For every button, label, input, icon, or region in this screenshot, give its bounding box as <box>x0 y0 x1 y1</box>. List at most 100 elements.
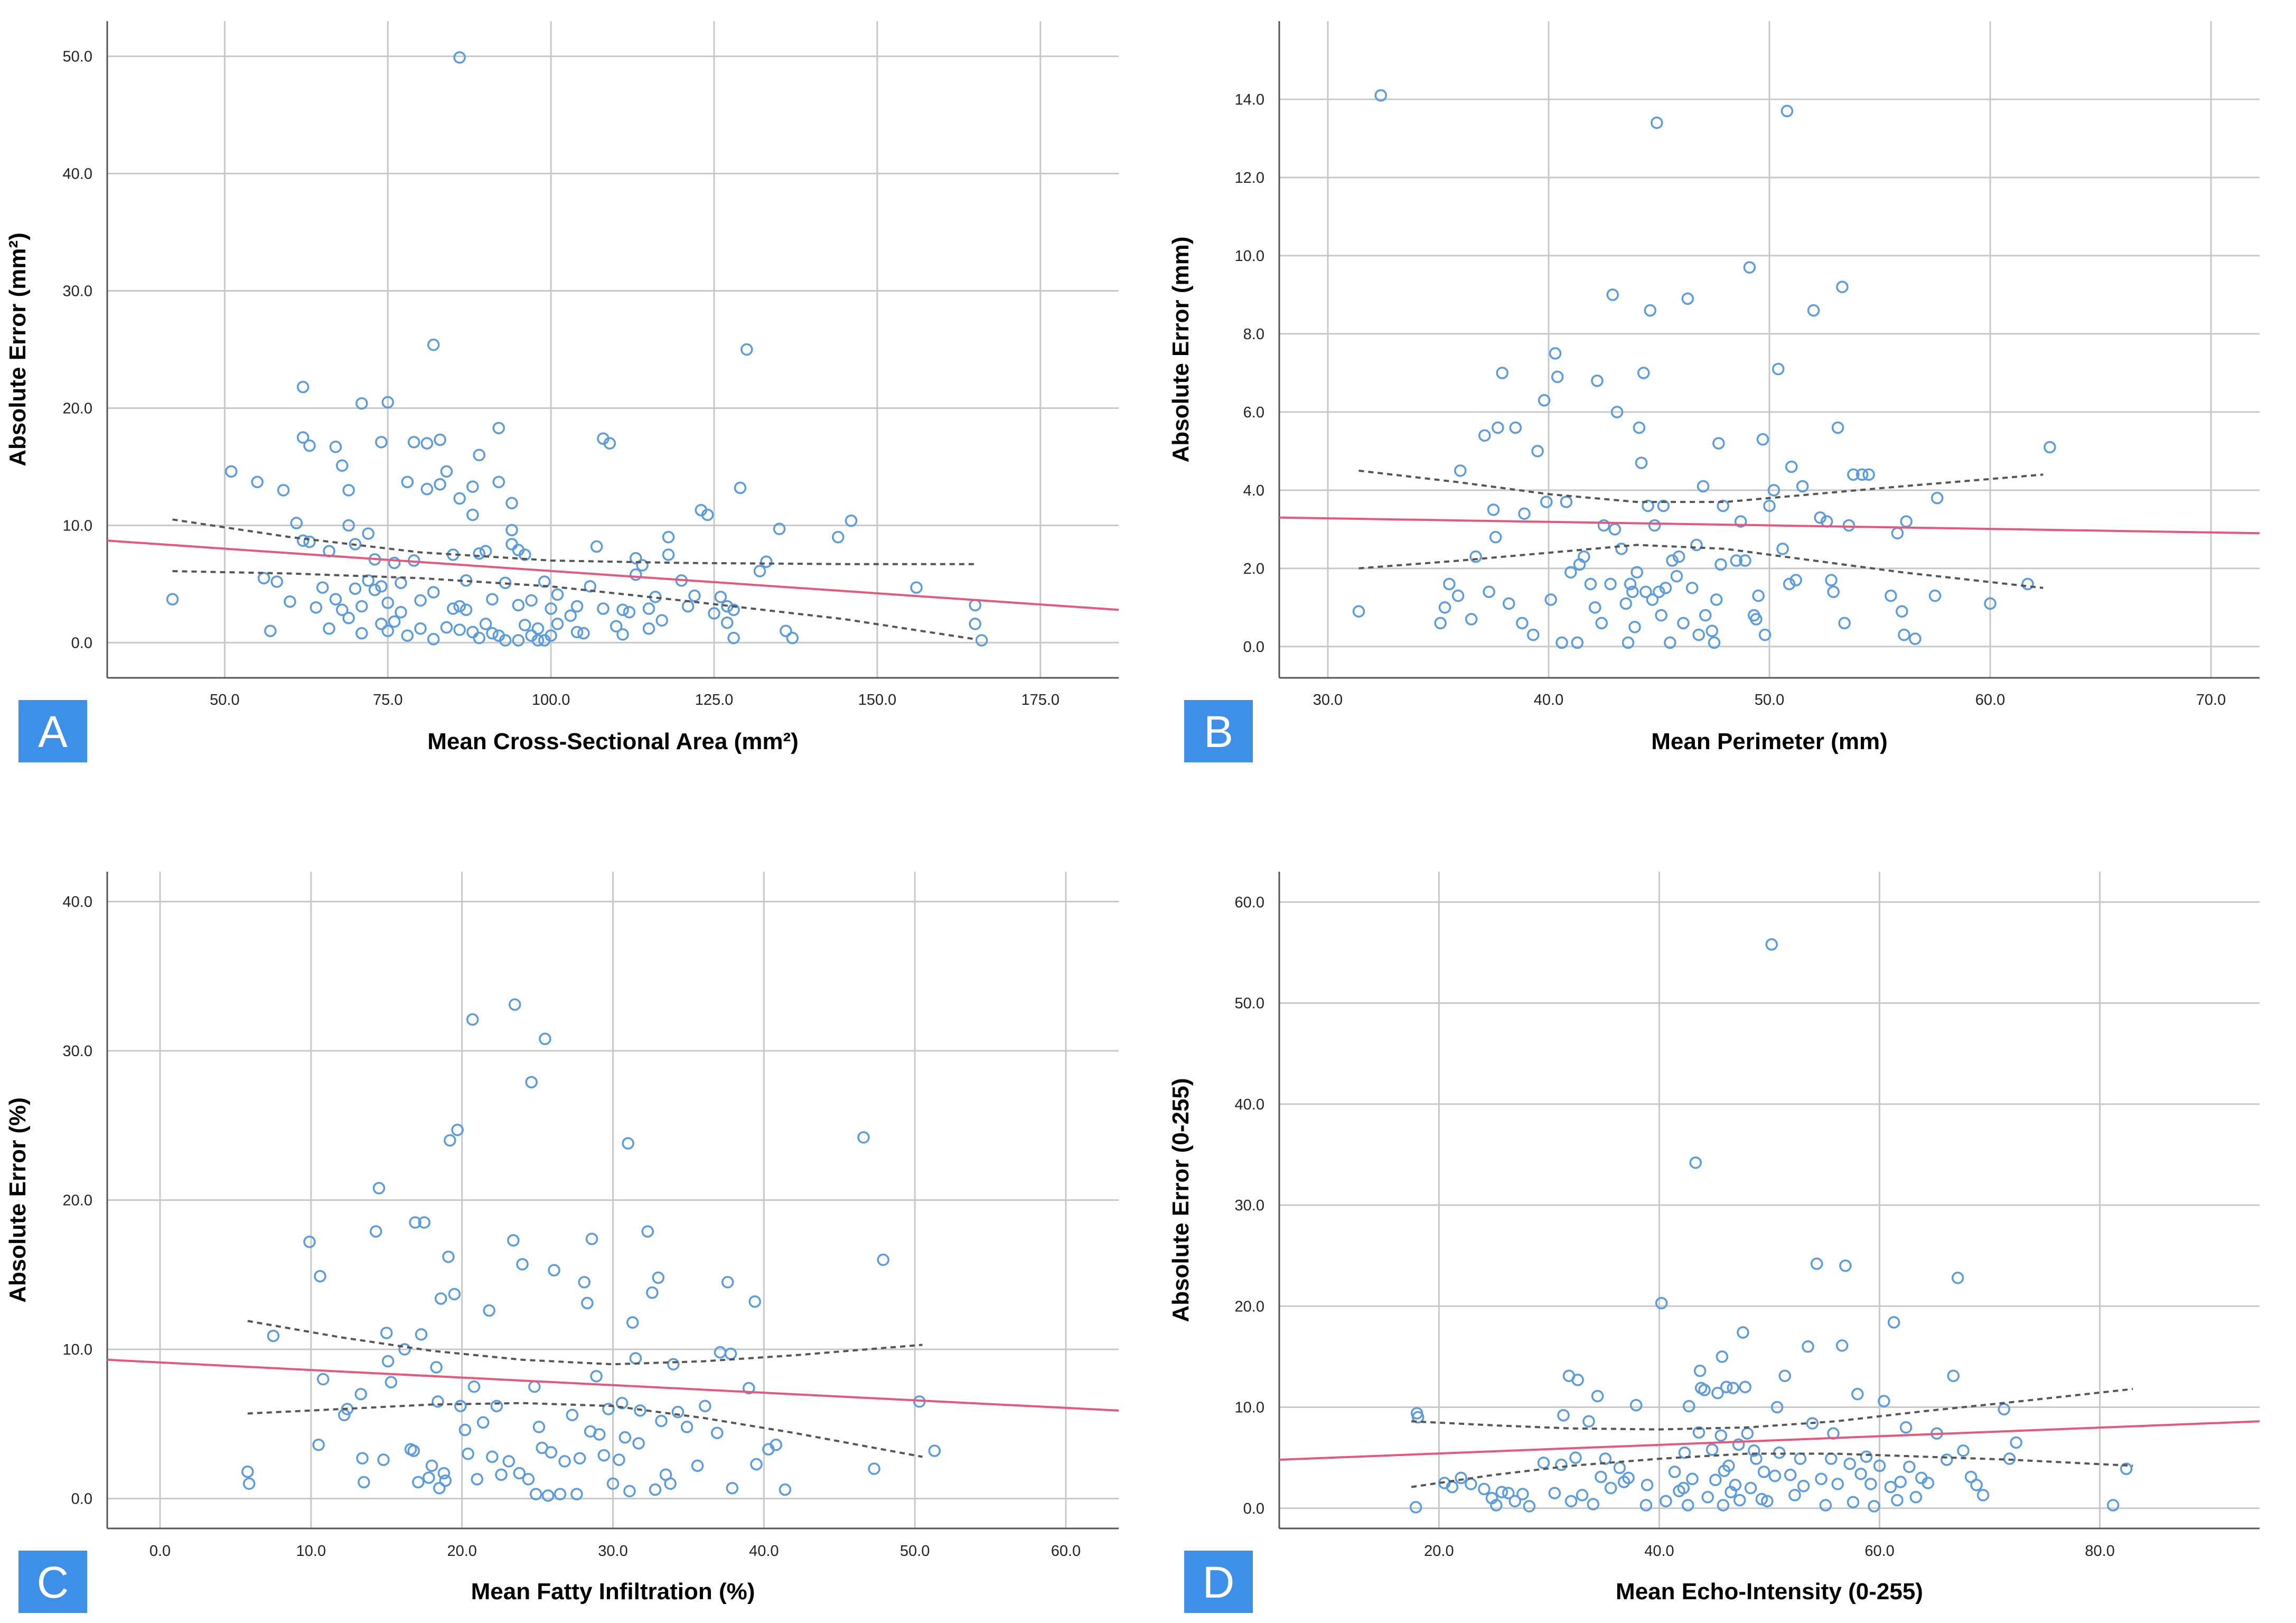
scatter-point <box>460 603 473 617</box>
scatter-point <box>1660 1495 1672 1508</box>
scatter-point <box>434 1292 447 1305</box>
scatter-point <box>473 631 485 645</box>
scatter-point <box>355 600 368 613</box>
scatter-point <box>370 1225 382 1238</box>
y-tick-label: 10.0 <box>63 517 92 534</box>
scatter-point <box>1677 617 1690 630</box>
scatter-point <box>1557 1409 1570 1422</box>
scatter-point <box>1887 1316 1900 1329</box>
scatter-point <box>1885 589 1897 602</box>
scatter-point <box>726 1481 739 1495</box>
scatter-point <box>433 1481 446 1495</box>
scatter-point <box>1839 1260 1852 1272</box>
scatter-point <box>1843 1457 1856 1470</box>
scatter-point <box>381 596 395 609</box>
scatter-point <box>1548 1487 1561 1499</box>
scatter-point <box>708 607 720 620</box>
scatter-point <box>516 1258 529 1271</box>
scatter-point <box>1951 1271 1964 1284</box>
scatter-point <box>1894 1476 1907 1488</box>
scatter-point <box>1692 1426 1705 1439</box>
scatter-point <box>1551 370 1564 384</box>
scatter-point <box>1606 288 1619 301</box>
scatter-point <box>1698 1384 1711 1396</box>
y-tick-label: 30.0 <box>63 283 92 300</box>
scatter-point <box>486 593 499 606</box>
scatter-point <box>1708 636 1721 649</box>
scatter-point <box>375 580 388 593</box>
scatter-point <box>1947 1369 1960 1382</box>
scatter-point <box>577 627 590 640</box>
panel-a: 50.0 75.0 100.0 125.0 150.0 175.0 0.0 10.0 20.0 3… <box>5 21 1119 762</box>
scatter-point <box>1831 421 1844 434</box>
scatter-point <box>492 422 505 434</box>
y-tick-label: 12.0 <box>1235 170 1264 186</box>
scatter-point <box>1490 1499 1503 1512</box>
scatter-point <box>1626 585 1639 598</box>
scatter-point <box>430 1361 443 1374</box>
scatter-point <box>467 1380 481 1393</box>
scatter-point <box>969 618 981 630</box>
scatter-point <box>2120 1462 2133 1475</box>
scatter-point <box>1564 566 1577 579</box>
scatter-point <box>462 1448 474 1460</box>
scatter-point <box>1922 1477 1935 1489</box>
scatter-point <box>440 465 453 478</box>
scatter-point <box>1720 1381 1733 1394</box>
scatter-point <box>1807 304 1820 317</box>
scatter-point <box>329 440 342 453</box>
scatter-point <box>868 1462 880 1475</box>
scatter-point <box>1595 617 1608 630</box>
scatter-point <box>616 603 629 617</box>
scatter-point <box>1672 550 1685 563</box>
scatter-point <box>1465 1478 1477 1490</box>
scatter-point <box>664 1477 677 1490</box>
scatter-point <box>1796 480 1809 493</box>
scatter-point <box>1717 1499 1730 1512</box>
scatter-point <box>1409 1501 1422 1514</box>
scatter-point <box>453 51 466 64</box>
scatter-point <box>710 1426 724 1439</box>
scatter-point <box>541 1489 555 1502</box>
ci-upper-line <box>172 518 976 565</box>
y-tick-label: 2.0 <box>1243 561 1264 577</box>
scatter-point <box>1531 445 1544 458</box>
scatter-point <box>1827 585 1840 598</box>
scatter-point <box>284 595 296 608</box>
scatter-point <box>336 603 349 617</box>
scatter-point <box>1509 421 1522 434</box>
y-tick-label: 40.0 <box>63 166 92 183</box>
scatter-point <box>570 626 584 639</box>
y-tick-label: 14.0 <box>1235 91 1264 108</box>
scatter-point <box>1862 468 1875 481</box>
scatter-point <box>1903 1460 1916 1473</box>
x-tick-label: 60.0 <box>1864 1543 1894 1560</box>
x-tick-label: 50.0 <box>210 692 239 708</box>
scatter-point <box>522 1473 535 1486</box>
scatter-point <box>1734 515 1747 528</box>
scatter-point <box>642 622 655 635</box>
scatter-point <box>623 605 636 619</box>
scatter-point <box>418 1216 430 1229</box>
x-tick-label: 50.0 <box>900 1543 930 1560</box>
scatter-point <box>448 1288 461 1301</box>
scatter-point <box>1711 1387 1724 1400</box>
y-tick-label: 0.0 <box>1243 639 1264 656</box>
scatter-point <box>1564 1495 1578 1508</box>
scatter-point <box>1639 1499 1653 1512</box>
scatter-point <box>1836 281 1849 293</box>
scatter-point <box>1891 527 1904 539</box>
scatter-point <box>701 508 714 521</box>
scatter-point <box>323 622 335 635</box>
scatter-point <box>412 1476 425 1489</box>
scatter-point <box>748 1295 761 1308</box>
scatter-point <box>415 1328 428 1341</box>
scatter-point <box>578 1276 591 1289</box>
scatter-point <box>1555 636 1568 649</box>
scatter-point <box>267 1329 280 1342</box>
y-tick-label: 40.0 <box>63 894 92 911</box>
scatter-point <box>1537 1456 1550 1469</box>
scatter-point <box>671 1405 685 1419</box>
scatter-point <box>434 433 446 446</box>
